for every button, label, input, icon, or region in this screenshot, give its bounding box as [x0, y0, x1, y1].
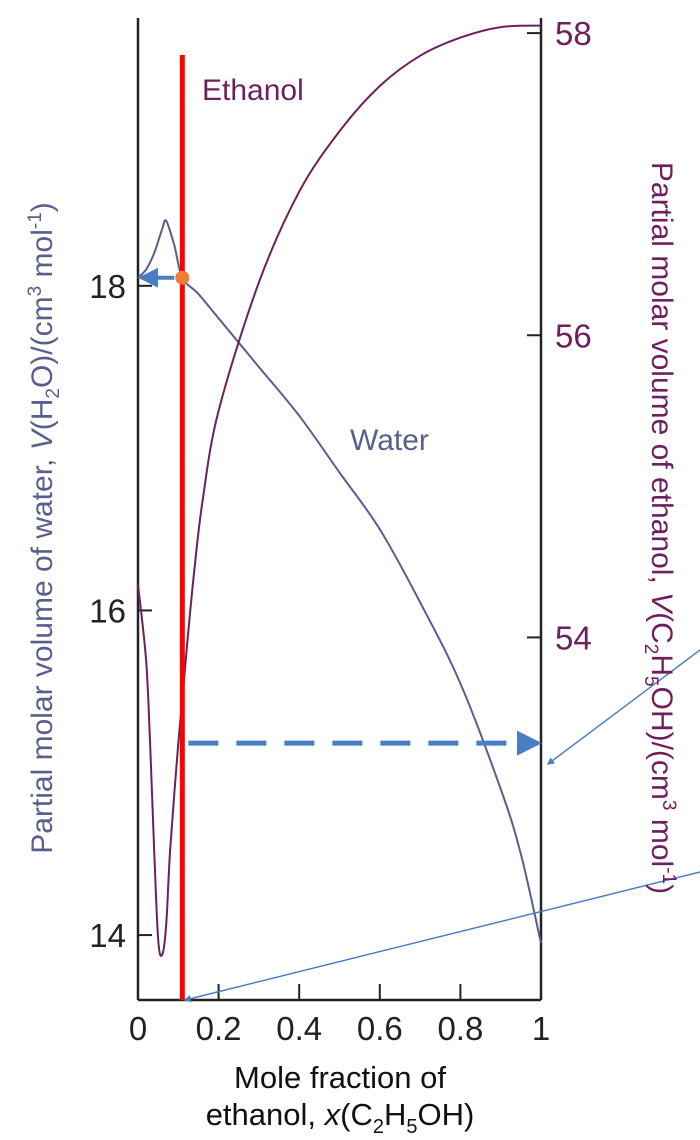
- ethanol-series-line: [137, 24, 542, 957]
- x-axis-title-line1: Mole fraction of: [234, 1060, 446, 1095]
- x-tick-label: 0.2: [196, 1010, 242, 1047]
- right-axis-ticks: 54 56 58: [527, 15, 592, 656]
- left-tick-label: 18: [89, 268, 126, 305]
- x-tick-label: 0.6: [357, 1010, 403, 1047]
- ethanol-series-label: Ethanol: [202, 74, 304, 107]
- water-series-line: [137, 219, 542, 944]
- left-tick-label: 14: [89, 917, 126, 954]
- x-axis-title-line2: ethanol, x(C2H5OH): [206, 1097, 475, 1138]
- right-tick-label: 58: [555, 15, 592, 52]
- right-axis-title: Partial molar volume of ethanol, V(C2H5O…: [640, 162, 679, 894]
- pointer-line-lower: [183, 871, 700, 1003]
- right-tick-label: 54: [555, 619, 592, 656]
- x-tick-label: 0: [129, 1010, 147, 1047]
- x-tick-label: 0.4: [276, 1010, 322, 1047]
- pointer-line-upper: [546, 649, 700, 765]
- x-tick-label: 0.8: [437, 1010, 483, 1047]
- x-axis-ticks: 0 0.2 0.4 0.6 0.8 1: [129, 984, 550, 1047]
- left-axis-title: Partial molar volume of water, V(H2O)/(c…: [25, 202, 64, 854]
- right-tick-label: 56: [555, 317, 592, 354]
- x-tick-label: 1: [532, 1010, 550, 1047]
- intersection-marker: [175, 270, 190, 285]
- left-axis-ticks: 14 16 18: [89, 268, 152, 954]
- water-series-label: Water: [350, 424, 429, 457]
- left-tick-label: 16: [89, 592, 126, 629]
